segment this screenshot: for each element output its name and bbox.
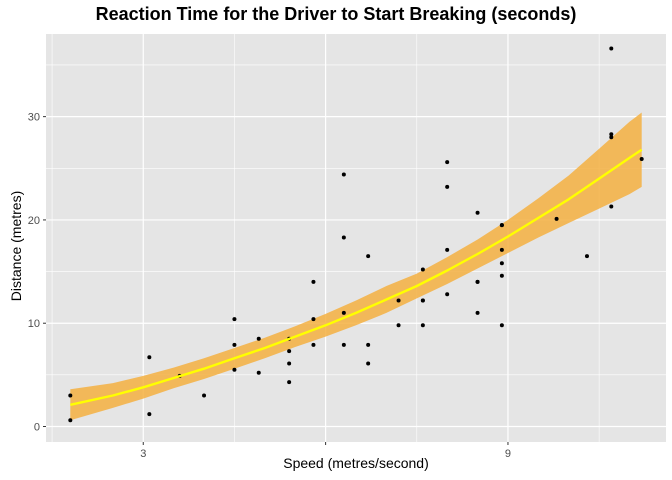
data-point	[499, 323, 504, 328]
chart-title: Reaction Time for the Driver to Start Br…	[95, 4, 577, 24]
data-point	[256, 370, 261, 375]
data-point	[396, 323, 401, 328]
data-point	[609, 204, 614, 209]
data-point	[499, 247, 504, 252]
data-point	[366, 342, 371, 347]
data-point	[639, 156, 644, 161]
y-tick-label: 30	[28, 112, 40, 124]
data-point	[499, 223, 504, 228]
x-tick-label: 9	[505, 448, 511, 460]
data-point	[341, 310, 346, 315]
data-point	[420, 298, 425, 303]
data-point	[499, 261, 504, 266]
data-point	[499, 273, 504, 278]
y-tick-label: 0	[34, 422, 40, 434]
axis-ticks	[43, 116, 509, 445]
data-point	[366, 361, 371, 366]
data-point	[232, 342, 237, 347]
data-point	[287, 349, 292, 354]
x-tick-label: 3	[140, 448, 146, 460]
data-point	[420, 323, 425, 328]
plot-panel	[46, 34, 666, 442]
data-point	[475, 279, 480, 284]
data-point	[554, 216, 559, 221]
data-point	[609, 46, 614, 51]
axis-tick-labels: 3 9 0 10 20 30	[28, 112, 511, 460]
data-point	[396, 298, 401, 303]
data-point	[341, 172, 346, 177]
data-point	[366, 254, 371, 259]
data-point	[609, 132, 614, 137]
data-point	[311, 317, 316, 322]
data-point	[311, 342, 316, 347]
data-point	[475, 310, 480, 315]
data-point	[609, 135, 614, 140]
data-point	[202, 393, 207, 398]
data-point	[445, 184, 450, 189]
data-point	[420, 267, 425, 272]
data-point	[147, 355, 152, 360]
data-point	[311, 279, 316, 284]
grid-major	[46, 34, 666, 442]
data-point	[475, 210, 480, 215]
confidence-band	[70, 112, 642, 421]
data-point	[445, 247, 450, 252]
data-point	[68, 418, 73, 423]
y-tick-label: 10	[28, 318, 40, 330]
data-point	[147, 412, 152, 417]
fit-line-layer	[70, 148, 643, 406]
x-axis-label: Speed (metres/second)	[283, 455, 429, 471]
data-point	[287, 380, 292, 385]
data-point	[445, 292, 450, 297]
y-axis-label: Distance (metres)	[8, 190, 24, 302]
data-point	[256, 336, 261, 341]
confidence-band-layer	[70, 112, 642, 421]
data-point	[341, 235, 346, 240]
data-point	[287, 361, 292, 366]
data-point	[68, 393, 73, 398]
data-point	[445, 160, 450, 165]
points-layer	[68, 46, 644, 423]
fit-line	[70, 148, 643, 406]
data-point	[341, 342, 346, 347]
data-point	[232, 367, 237, 372]
data-point	[232, 317, 237, 322]
data-point	[584, 254, 589, 259]
y-tick-label: 20	[28, 215, 40, 227]
